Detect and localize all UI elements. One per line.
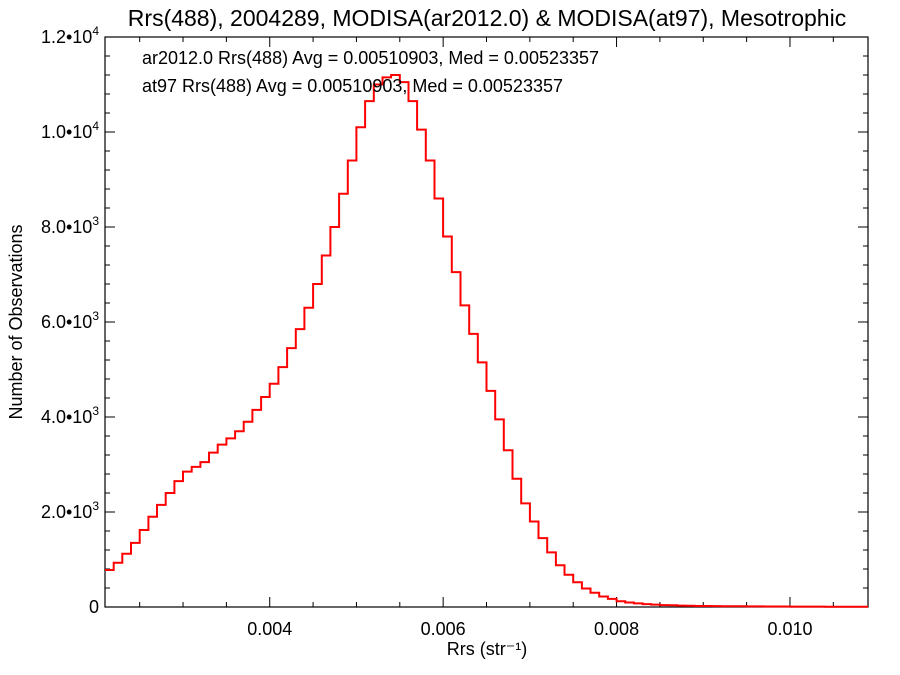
y-axis: 0 2.0•103 4.0•103 6.0•103 8.0•103 1.0•104 1.2•… [41, 24, 868, 617]
y-axis-title: Number of Observations [6, 224, 26, 419]
x-tick-label: 0.004 [247, 619, 292, 639]
y-tick-label: 8.0•103 [41, 214, 99, 237]
annotation-ar2012: ar2012.0 Rrs(488) Avg = 0.00510903, Med … [142, 48, 599, 68]
y-tick-label: 4.0•103 [41, 404, 99, 427]
y-tick-label: 1.0•104 [41, 119, 99, 142]
annotation-at97: at97 Rrs(488) Avg = 0.00510903, Med = 0.… [142, 76, 563, 96]
x-axis-title: Rrs (str⁻¹) [447, 639, 527, 659]
chart-title: Rrs(488), 2004289, MODISA(ar2012.0) & MO… [128, 5, 846, 31]
series-line [105, 74, 868, 608]
y-tick-label: 2.0•103 [41, 499, 99, 522]
y-tick-label: 0 [89, 597, 99, 617]
x-axis: 0.004 0.006 0.008 0.010 [139, 37, 834, 639]
plot-frame [104, 36, 869, 608]
y-tick-label: 1.2•104 [41, 24, 99, 47]
x-tick-label: 0.006 [421, 619, 466, 639]
y-tick-label: 6.0•103 [41, 309, 99, 332]
x-tick-label: 0.010 [767, 619, 812, 639]
x-tick-label: 0.008 [594, 619, 639, 639]
plot-area [104, 36, 869, 608]
